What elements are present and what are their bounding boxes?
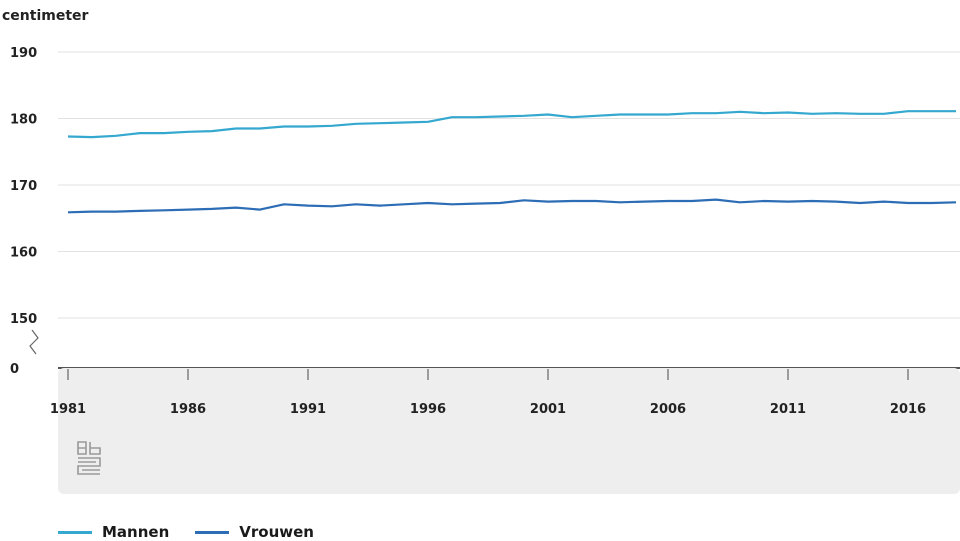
x-tick-label: 1986 [170,402,206,417]
x-tick-label: 1996 [410,402,446,417]
legend-item-vrouwen: Vrouwen [195,523,314,541]
y-tick-label: 150 [10,312,37,327]
x-tick-labels: 1981 1986 1991 1996 2001 2006 2011 2016 [50,369,926,417]
y-tick-label: 0 [10,362,19,377]
legend-item-mannen: Mannen [58,523,169,541]
x-tick-label: 1991 [290,402,326,417]
legend-label-vrouwen: Vrouwen [239,523,314,541]
y-tick-label: 190 [10,46,37,61]
x-axis-panel [58,368,960,494]
y-tick-label: 180 [10,113,37,128]
legend-swatch-vrouwen [195,530,230,534]
x-tick-label: 2011 [770,402,806,417]
series-line-mannen [67,110,956,139]
x-axis-panel-bg [58,368,960,494]
legend-swatch-mannen [58,530,92,534]
axis-break-icon [29,329,39,355]
cbs-logo-icon [74,440,104,478]
series-lines [67,110,957,214]
series-line-vrouwen [67,198,957,214]
x-tick-label: 2016 [890,402,926,417]
x-tick-label: 2006 [650,402,686,417]
y-tick-labels: 190 180 170 160 150 0 [10,46,37,377]
x-tick-label: 1981 [50,402,86,417]
y-axis-unit-label: centimeter [2,8,89,24]
x-tick-label: 2001 [530,402,566,417]
legend-label-mannen: Mannen [102,523,170,541]
y-tick-label: 160 [10,246,37,261]
legend: Mannen Vrouwen [58,523,314,541]
y-tick-label: 170 [10,179,37,194]
